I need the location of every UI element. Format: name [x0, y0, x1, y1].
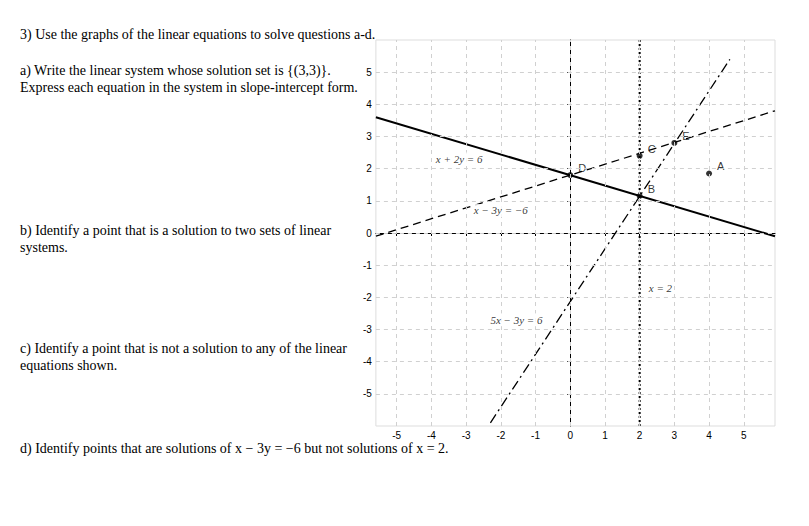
- html-text:d) Identify points that are so: d) Identify points that are solutions of…: [20, 441, 449, 456]
- html-text:c) Identify a point that is no: c) Identify a point that is not a soluti…: [20, 341, 347, 373]
- svg-text:B: B: [648, 183, 655, 195]
- svg-text:4: 4: [706, 430, 712, 441]
- svg-text:1: 1: [602, 430, 608, 441]
- svg-text:x = 2: x = 2: [648, 282, 673, 294]
- svg-text:5x − 3y = 6: 5x − 3y = 6: [490, 314, 543, 326]
- html-text:3) Use the graphs of the linea: 3) Use the graphs of the linear equation…: [20, 27, 376, 42]
- svg-text:x − 3y = −6: x − 3y = −6: [473, 204, 529, 216]
- svg-text:-1: -1: [363, 260, 372, 271]
- svg-text:A: A: [717, 160, 725, 172]
- svg-text:1: 1: [366, 195, 372, 206]
- svg-text:2: 2: [637, 430, 643, 441]
- svg-text:2: 2: [366, 163, 372, 174]
- svg-text:C: C: [647, 142, 656, 155]
- svg-text:-3: -3: [462, 430, 471, 441]
- svg-text:4: 4: [366, 99, 372, 110]
- svg-text:-2: -2: [363, 292, 372, 303]
- svg-text:3: 3: [672, 430, 678, 441]
- html-text:a) Write the linear system who: a) Write the linear system whose solutio…: [20, 63, 358, 95]
- svg-text:-1: -1: [531, 430, 540, 441]
- svg-text:5: 5: [366, 67, 372, 78]
- html-text:b) Identify a point that is a: b) Identify a point that is a solution t…: [20, 223, 332, 255]
- svg-text:E: E: [682, 130, 689, 142]
- svg-text:-3: -3: [363, 324, 372, 335]
- svg-text:-4: -4: [363, 356, 372, 367]
- svg-text:5: 5: [741, 430, 747, 441]
- svg-text:D: D: [578, 162, 587, 175]
- svg-text:3: 3: [366, 131, 372, 142]
- svg-text:0: 0: [366, 228, 372, 239]
- svg-text:-4: -4: [427, 430, 436, 441]
- svg-text:-2: -2: [496, 430, 505, 441]
- svg-text:-5: -5: [392, 430, 401, 441]
- svg-text:x + 2y = 6: x + 2y = 6: [435, 153, 483, 165]
- svg-text:-5: -5: [363, 388, 372, 399]
- svg-text:0: 0: [567, 430, 573, 441]
